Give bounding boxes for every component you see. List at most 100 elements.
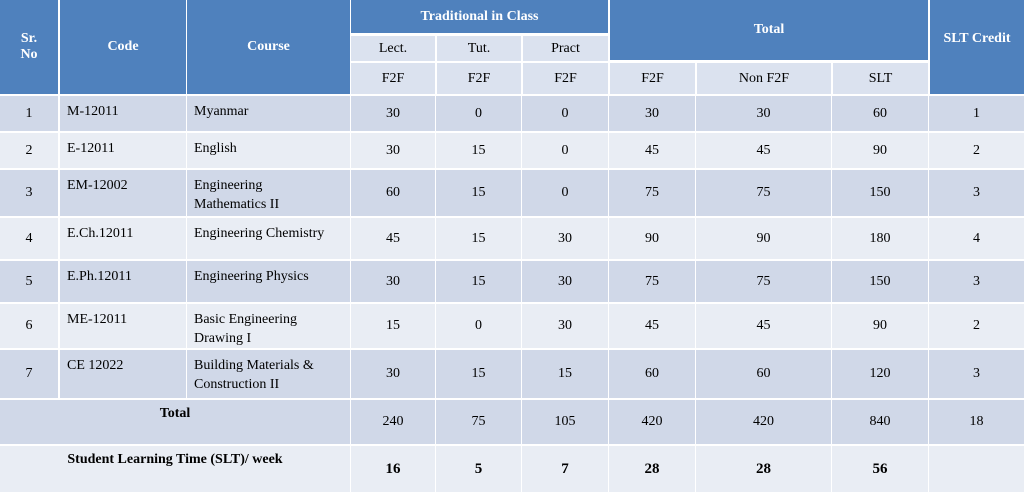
header-bottom-line (0, 94, 1024, 96)
slt-week-nonf2f: 28 (696, 446, 831, 492)
row-3-nonf2f: 75 (696, 170, 831, 216)
row-7-nonf2f: 60 (696, 350, 831, 398)
row-6-pract: 30 (522, 304, 608, 348)
slt-week-pract: 7 (522, 446, 608, 492)
row-7-lect: 30 (351, 350, 435, 398)
total-f2f: 420 (609, 400, 695, 444)
header-sub-1: F2F (437, 63, 521, 94)
header-course: Course (187, 0, 350, 94)
row-4-f2f: 90 (609, 218, 695, 259)
row-6-credit: 2 (929, 304, 1024, 348)
total-pract: 105 (522, 400, 608, 444)
total-slt: 840 (832, 400, 928, 444)
row-1-slt: 60 (832, 96, 928, 131)
row-2-credit: 2 (929, 133, 1024, 168)
total-lect: 240 (351, 400, 435, 444)
slt-week-credit (929, 446, 1024, 492)
row-3-code: EM-12002 (60, 170, 186, 216)
row-4-lect: 45 (351, 218, 435, 259)
row-1-lect: 30 (351, 96, 435, 131)
total-credit: 18 (929, 400, 1024, 444)
row-7-f2f: 60 (609, 350, 695, 398)
row-4-pract: 30 (522, 218, 608, 259)
row-7-slt: 120 (832, 350, 928, 398)
row-3-course: Engineering Mathematics II (187, 170, 350, 216)
row-2-lect: 30 (351, 133, 435, 168)
header-sub-4: Non F2F (697, 63, 831, 94)
row-5-lect: 30 (351, 261, 435, 302)
row-5-code: E.Ph.12011 (60, 261, 186, 302)
row-5-tut: 15 (436, 261, 521, 302)
header-sr-no: Sr. No (0, 0, 58, 94)
row-6-nonf2f: 45 (696, 304, 831, 348)
slt-week-lect: 16 (351, 446, 435, 492)
row-2-sr: 2 (0, 133, 58, 168)
row-5-credit: 3 (929, 261, 1024, 302)
total-label: Total (0, 400, 350, 444)
row-1-nonf2f: 30 (696, 96, 831, 131)
row-3-pract: 0 (522, 170, 608, 216)
row-7-pract: 15 (522, 350, 608, 398)
row-6-course: Basic Engineering Drawing I (187, 304, 350, 348)
total-tut: 75 (436, 400, 521, 444)
row-7-course: Building Materials & Construction II (187, 350, 350, 398)
row-6-slt: 90 (832, 304, 928, 348)
row-7-sr: 7 (0, 350, 58, 398)
header-lect: Lect. (351, 36, 435, 61)
header-code: Code (60, 0, 186, 94)
slt-week-tut: 5 (436, 446, 521, 492)
row-1-f2f: 30 (609, 96, 695, 131)
header-sub-2: F2F (523, 63, 608, 94)
row-1-course: Myanmar (187, 96, 350, 131)
row-6-lect: 15 (351, 304, 435, 348)
slt-week-f2f: 28 (609, 446, 695, 492)
header-traditional: Traditional in Class (351, 0, 608, 33)
row-6-code: ME-12011 (60, 304, 186, 348)
row-1-pract: 0 (522, 96, 608, 131)
row-6-f2f: 45 (609, 304, 695, 348)
row-5-nonf2f: 75 (696, 261, 831, 302)
row-4-credit: 4 (929, 218, 1024, 259)
row-2-pract: 0 (522, 133, 608, 168)
row-4-code: E.Ch.12011 (60, 218, 186, 259)
row-4-tut: 15 (436, 218, 521, 259)
row-3-sr: 3 (0, 170, 58, 216)
row-2-slt: 90 (832, 133, 928, 168)
row-3-tut: 15 (436, 170, 521, 216)
header-pract: Pract (523, 36, 608, 61)
row-3-lect: 60 (351, 170, 435, 216)
row-6-sr: 6 (0, 304, 58, 348)
row-1-sr: 1 (0, 96, 58, 131)
row-4-nonf2f: 90 (696, 218, 831, 259)
header-sub-5: SLT (833, 63, 928, 94)
slt-week-slt: 56 (832, 446, 928, 492)
header-sub-3: F2F (610, 63, 695, 94)
row-5-f2f: 75 (609, 261, 695, 302)
row-1-credit: 1 (929, 96, 1024, 131)
header-slt-credit: SLT Credit (930, 0, 1024, 94)
row-4-slt: 180 (832, 218, 928, 259)
row-7-credit: 3 (929, 350, 1024, 398)
header-tut: Tut. (437, 36, 521, 61)
row-2-f2f: 45 (609, 133, 695, 168)
row-4-sr: 4 (0, 218, 58, 259)
row-2-code: E-12011 (60, 133, 186, 168)
row-2-tut: 15 (436, 133, 521, 168)
row-6-tut: 0 (436, 304, 521, 348)
row-7-tut: 15 (436, 350, 521, 398)
header-total: Total (610, 0, 928, 60)
row-2-nonf2f: 45 (696, 133, 831, 168)
row-7-code: CE 12022 (60, 350, 186, 398)
row-5-sr: 5 (0, 261, 58, 302)
row-3-slt: 150 (832, 170, 928, 216)
row-5-course: Engineering Physics (187, 261, 350, 302)
row-5-slt: 150 (832, 261, 928, 302)
row-4-course: Engineering Chemistry (187, 218, 350, 259)
row-3-f2f: 75 (609, 170, 695, 216)
row-5-pract: 30 (522, 261, 608, 302)
row-1-tut: 0 (436, 96, 521, 131)
total-nonf2f: 420 (696, 400, 831, 444)
header-divider (608, 33, 610, 61)
row-2-course: English (187, 133, 350, 168)
header-sub-0: F2F (351, 63, 435, 94)
